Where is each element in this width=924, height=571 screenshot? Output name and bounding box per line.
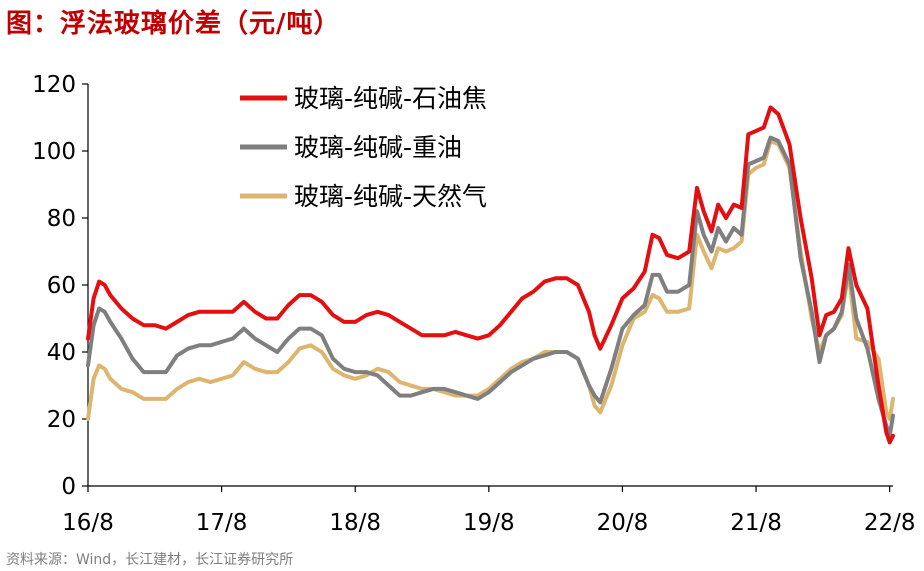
y-tick-label: 40 xyxy=(47,340,76,366)
axes: 0 20 40 60 80 100 120 16/8 17/8 18/8 19/8 20/8 21/8 2… xyxy=(32,72,915,536)
x-tick-label: 20/8 xyxy=(597,510,649,536)
y-tick-label: 20 xyxy=(47,407,76,433)
y-tick-label: 0 xyxy=(61,474,76,500)
y-tick-label: 100 xyxy=(32,139,76,165)
x-tick-label: 19/8 xyxy=(463,510,515,536)
legend-label-2: 玻璃-纯碱-重油 xyxy=(294,133,462,162)
x-tick-label: 21/8 xyxy=(730,510,782,536)
source-note: 资料来源：Wind，长江建材，长江证券研究所 xyxy=(6,552,294,568)
y-tick-label: 120 xyxy=(32,72,76,98)
legend-label-1: 玻璃-纯碱-石油焦 xyxy=(294,84,487,113)
y-tick-label: 80 xyxy=(47,206,76,232)
series-line-2 xyxy=(86,135,895,438)
series-line-3 xyxy=(86,139,895,421)
series-layer xyxy=(86,105,895,445)
x-tick-label: 18/8 xyxy=(329,510,381,536)
x-tick-label: 22/8 xyxy=(864,510,916,536)
y-tick-label: 60 xyxy=(47,273,76,299)
legend-label-3: 玻璃-纯碱-天然气 xyxy=(294,182,487,211)
series-line-1 xyxy=(86,105,895,445)
x-tick-label: 16/8 xyxy=(62,510,114,536)
x-tick-label: 17/8 xyxy=(196,510,248,536)
chart-title: 图：浮法玻璃价差（元/吨） xyxy=(6,9,341,39)
